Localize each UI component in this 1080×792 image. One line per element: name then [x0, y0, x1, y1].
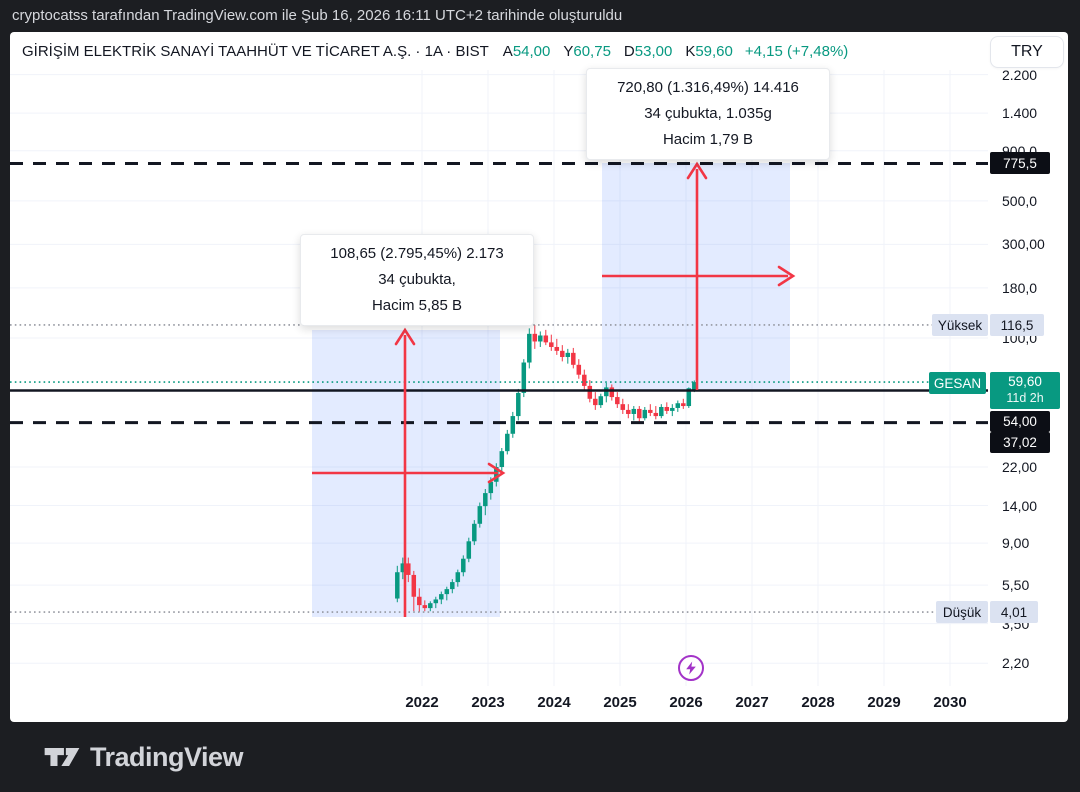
- change-value: +4,15 (+7,48%): [744, 42, 849, 60]
- measure-line: 108,65 (2.795,45%) 2.173: [330, 245, 504, 262]
- ohlc-values: A54,00 Y60,75 D53,00 K59,60: [503, 43, 733, 60]
- ohlc-pair: D53,00: [623, 42, 673, 60]
- tradingview-logo-icon: [44, 748, 80, 766]
- measure-line: 34 çubukta,: [378, 271, 456, 288]
- year-tick-label: 2022: [405, 694, 439, 711]
- bar-countdown: 11d 2h: [1006, 391, 1044, 406]
- low-value-label: 4,01: [990, 601, 1038, 623]
- tradingview-brand: TradingView: [90, 741, 244, 772]
- measure-line: Hacim 1,79 B: [662, 131, 754, 148]
- high-name-label: Yüksek: [932, 314, 988, 336]
- year-tick-label: 2028: [801, 694, 835, 711]
- price-tick-label: 500,0: [1002, 192, 1038, 209]
- measure-line: Hacim 5,85 B: [371, 297, 463, 314]
- measure-label-projected[interactable]: 720,80 (1.316,49%) 14.416 34 çubukta, 1.…: [586, 68, 830, 160]
- price-tick-label: 1.400: [1002, 105, 1038, 122]
- price-tick-label: 5,50: [1002, 577, 1030, 594]
- price-tick-label: 2.200: [1002, 66, 1038, 83]
- chart-header: GİRİŞİM ELEKTRİK SANAYİ TAAHHÜT VE TİCAR…: [22, 32, 848, 70]
- low-name-label: Düşük: [936, 601, 988, 623]
- support-line-label: 37,02: [990, 432, 1050, 453]
- price-tick-label: 9,00: [1002, 535, 1030, 552]
- price-tick-label: 22,00: [1002, 459, 1038, 476]
- chart-panel[interactable]: [10, 32, 1068, 722]
- year-tick-label: 2023: [471, 694, 505, 711]
- year-tick-label: 2030: [933, 694, 967, 711]
- price-tick-label: 300,00: [1002, 236, 1045, 253]
- year-tick-label: 2027: [735, 694, 769, 711]
- price-tick-label: 14,00: [1002, 497, 1038, 514]
- symbol-title[interactable]: GİRİŞİM ELEKTRİK SANAYİ TAAHHÜT VE TİCAR…: [22, 42, 489, 60]
- open-line-label: 54,00: [990, 411, 1050, 432]
- price-tick-label: 2,20: [1002, 655, 1030, 672]
- lightning-bolt-icon: [686, 661, 696, 675]
- year-tick-label: 2024: [537, 694, 571, 711]
- measure-line: 34 çubukta, 1.035g: [644, 105, 772, 122]
- symbol-chip[interactable]: GESAN: [929, 372, 986, 394]
- footer-bar: TradingView: [0, 722, 1080, 792]
- ohlc-pair: A54,00: [502, 42, 551, 60]
- measure-line: 720,80 (1.316,49%) 14.416: [617, 79, 799, 96]
- year-tick-label: 2029: [867, 694, 901, 711]
- last-price-label: 59,60 11d 2h: [990, 372, 1060, 409]
- year-tick-label: 2026: [669, 694, 703, 711]
- high-value-label: 116,5: [990, 314, 1044, 336]
- target-price-label: 775,5: [990, 152, 1050, 174]
- ohlc-pair: Y60,75: [563, 42, 611, 60]
- attribution-bar: cryptocatss tarafından TradingView.com i…: [12, 7, 623, 24]
- price-tick-label: 180,0: [1002, 279, 1038, 296]
- measure-label-historical[interactable]: 108,65 (2.795,45%) 2.173 34 çubukta, Hac…: [300, 234, 534, 326]
- currency-button[interactable]: TRY: [990, 36, 1064, 68]
- event-lightning-icon[interactable]: [678, 655, 704, 681]
- year-tick-label: 2025: [603, 694, 637, 711]
- last-price-value: 59,60: [1008, 374, 1042, 390]
- ohlc-pair: K59,60: [685, 42, 733, 60]
